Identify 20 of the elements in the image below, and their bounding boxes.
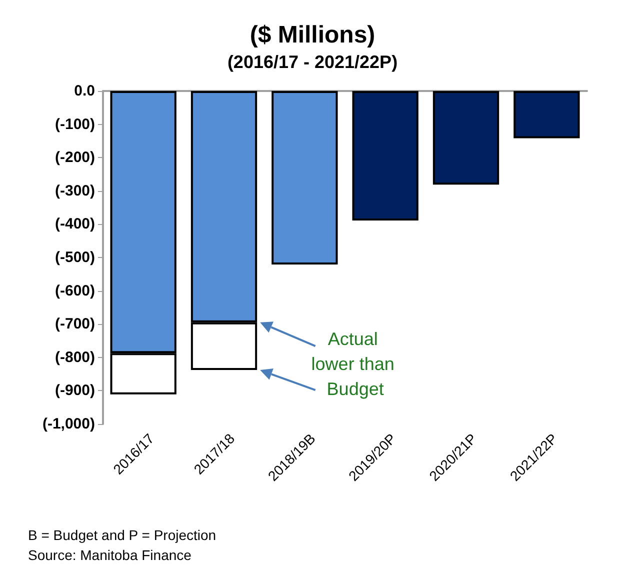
text: B = Budget and P = Projection bbox=[28, 527, 216, 543]
y-tick-label: (-900) bbox=[54, 382, 95, 400]
bar bbox=[432, 91, 500, 185]
y-tick-label: (-200) bbox=[54, 149, 95, 166]
y-tick-label: (-700) bbox=[54, 316, 95, 333]
bar bbox=[514, 91, 580, 138]
y-tick-label: 0.0 bbox=[74, 82, 95, 100]
y-tick-label: (-800) bbox=[54, 348, 95, 366]
bar bbox=[272, 91, 338, 264]
y-tick-label: (-1,000) bbox=[42, 416, 95, 432]
annotation: Actual lower than Budget bbox=[311, 329, 400, 400]
y-tick-label: (-100) bbox=[54, 116, 95, 133]
y-tick-label: (-300) bbox=[54, 182, 95, 200]
chart-title: ($ Millions) bbox=[250, 22, 376, 48]
chart-subtitle: (2016/17 - 2021/22P) bbox=[227, 52, 398, 72]
y-tick-label: (-500) bbox=[54, 249, 95, 266]
source-note: Source: Manitoba Finance bbox=[28, 547, 192, 563]
bar bbox=[352, 91, 418, 221]
y-tick-label: (-600) bbox=[54, 282, 95, 300]
y-tick-label: (-400) bbox=[54, 216, 95, 233]
